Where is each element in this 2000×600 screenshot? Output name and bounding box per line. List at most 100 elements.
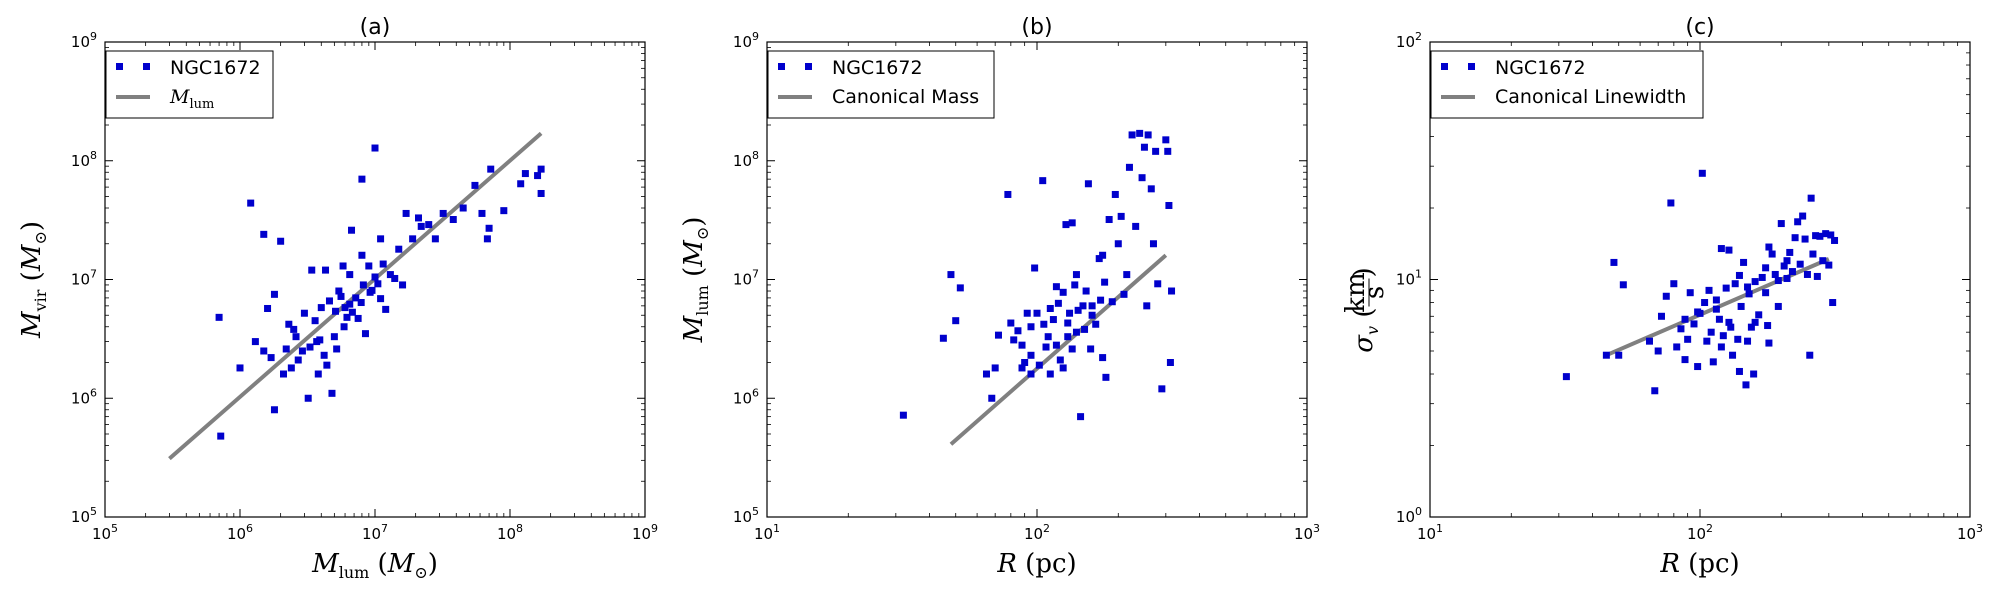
panel-a-data-point <box>449 216 457 224</box>
panel-a-data-point <box>391 274 399 282</box>
panel-c-data-point <box>1701 299 1709 307</box>
panel-b-data-point <box>1040 320 1048 328</box>
panel-a-data-point <box>285 320 293 328</box>
panel-a-data-point <box>517 180 525 188</box>
panel-c-data-point <box>1755 311 1763 319</box>
panel-b-data-point <box>1077 413 1085 421</box>
svg-text:km: km <box>1341 272 1371 312</box>
panel-c-data-point <box>1681 356 1689 364</box>
panel-c-data-point <box>1816 232 1824 240</box>
panel-b-data-point <box>1062 221 1070 229</box>
panel-c-data-point <box>1717 343 1725 351</box>
panel-b-data-point <box>1117 212 1125 220</box>
panel-b-data-point <box>1166 359 1174 366</box>
panel-c-data-point <box>1619 281 1627 289</box>
panel-b-data-point <box>1056 356 1064 364</box>
panel-a-data-point <box>346 271 354 279</box>
panel-a-data-point <box>343 313 351 321</box>
panel-b-data-point <box>1004 190 1012 198</box>
panel-b-data-point <box>952 317 960 325</box>
panel-b-data-point <box>1088 311 1096 319</box>
panel-c-data-point <box>1694 363 1702 371</box>
panel-a-x-tick-label: 105 <box>92 522 118 543</box>
panel-c-data-point <box>1786 248 1794 256</box>
panel-c-frame <box>1429 41 1971 518</box>
panel-a-data-point <box>282 345 290 353</box>
panel-a-data-point <box>359 281 367 289</box>
panel-c-data-point <box>1751 318 1759 326</box>
panel-b-data-point <box>899 411 907 419</box>
panel-b-data-point <box>1152 147 1160 155</box>
panel-a-data-point <box>379 260 387 268</box>
panel-a: (a) 105 106 107 108 109 105 106 107 108 109 Mlum … <box>17 15 658 582</box>
panel-b-data-point <box>1035 361 1043 369</box>
panel-c-data-point <box>1722 284 1730 292</box>
panel-a-y-tick-label: 107 <box>71 268 97 289</box>
panel-b-y-tick-label: 105 <box>733 505 759 526</box>
panel-c-data-point <box>1602 351 1610 359</box>
panel-c-data-point <box>1731 280 1739 288</box>
panel-a-data-point <box>270 406 278 414</box>
panel-c-x-tick-label: 101 <box>1417 522 1443 543</box>
panel-a-data-point <box>341 304 349 312</box>
panel-a-legend-marker-1 <box>116 63 123 70</box>
panel-b-data-point <box>1102 373 1110 381</box>
panel-b-data-point <box>1081 325 1089 333</box>
panel-c-data-point <box>1744 337 1752 345</box>
panel-a-y-tick-label: 106 <box>71 386 97 407</box>
panel-b-legend-label-line: Canonical Mass <box>832 86 979 108</box>
panel-b-y-tick-label: 107 <box>733 268 759 289</box>
panel-a-x-tick-label: 106 <box>227 522 253 543</box>
panel-b-y-tick-label: 109 <box>733 30 759 51</box>
panel-b-x-tick-label: 101 <box>754 522 780 543</box>
panel-b-data-point <box>1087 345 1095 353</box>
panel-a-data-point <box>371 144 379 152</box>
panel-b-data-point <box>1031 264 1039 272</box>
panel-c-data-point <box>1709 358 1717 366</box>
panel-b-data-point <box>1088 302 1096 310</box>
panel-c-y-tick-label: 101 <box>1396 268 1422 289</box>
panel-a-y-axis-label: Mvir (M⊙) <box>17 221 50 339</box>
panel-b-data-point <box>1052 341 1060 349</box>
panel-b-data-point <box>1158 385 1166 393</box>
panel-b-data-point <box>1072 328 1080 336</box>
panel-c-data-point <box>1610 258 1618 266</box>
panel-a-data-point <box>346 300 354 308</box>
panel-c-legend-label-points: NGC1672 <box>1495 57 1586 79</box>
panel-a-data-point <box>337 292 345 300</box>
panel-b-data-point <box>1140 143 1148 151</box>
panel-a-ticks: 105 106 107 108 109 105 106 107 108 109 <box>71 30 658 543</box>
panel-b-data-point <box>1079 302 1087 310</box>
panel-b-data-point <box>1027 351 1035 359</box>
panel-b-title: (b) <box>1021 15 1052 40</box>
panel-c-data-point <box>1822 230 1830 238</box>
panel-a-legend-label-points: NGC1672 <box>170 57 261 79</box>
panel-b-data-point <box>1101 278 1109 286</box>
panel-b-data-point <box>1149 240 1157 248</box>
panel-c-data-point <box>1719 332 1727 340</box>
panel-c-data-point <box>1774 277 1782 285</box>
panel-a-x-tick-label: 107 <box>362 522 388 543</box>
panel-c-data-point <box>1686 289 1694 297</box>
panel-b-data-point <box>939 334 947 342</box>
panel-a-data-point <box>333 345 341 353</box>
panel-a-y-tick-label: 105 <box>71 505 97 526</box>
panel-a-data-point <box>325 297 333 305</box>
panel-b-data-point <box>1054 299 1062 307</box>
panel-c-data-point <box>1758 273 1766 281</box>
panel-b-data-point <box>1144 131 1152 139</box>
panel-a-legend-box <box>105 50 274 119</box>
panel-c-data-point <box>1667 199 1675 207</box>
panel-a-data-point <box>357 299 365 307</box>
panel-b-data-point <box>1052 283 1060 291</box>
panel-c-data-point <box>1562 373 1570 381</box>
panel-a-x-tick-label: 109 <box>632 522 658 543</box>
panel-b-data-point <box>994 331 1002 339</box>
panel-a-x-tick-label: 108 <box>497 522 523 543</box>
panel-a-data-point <box>217 432 225 440</box>
panel-b-data-point <box>982 370 990 378</box>
panel-c-data-point <box>1735 271 1743 279</box>
panel-b-data-point <box>1120 290 1128 298</box>
panel-b-legend: NGC1672 Canonical Mass <box>767 50 995 119</box>
panel-b-data-point <box>1099 251 1107 259</box>
